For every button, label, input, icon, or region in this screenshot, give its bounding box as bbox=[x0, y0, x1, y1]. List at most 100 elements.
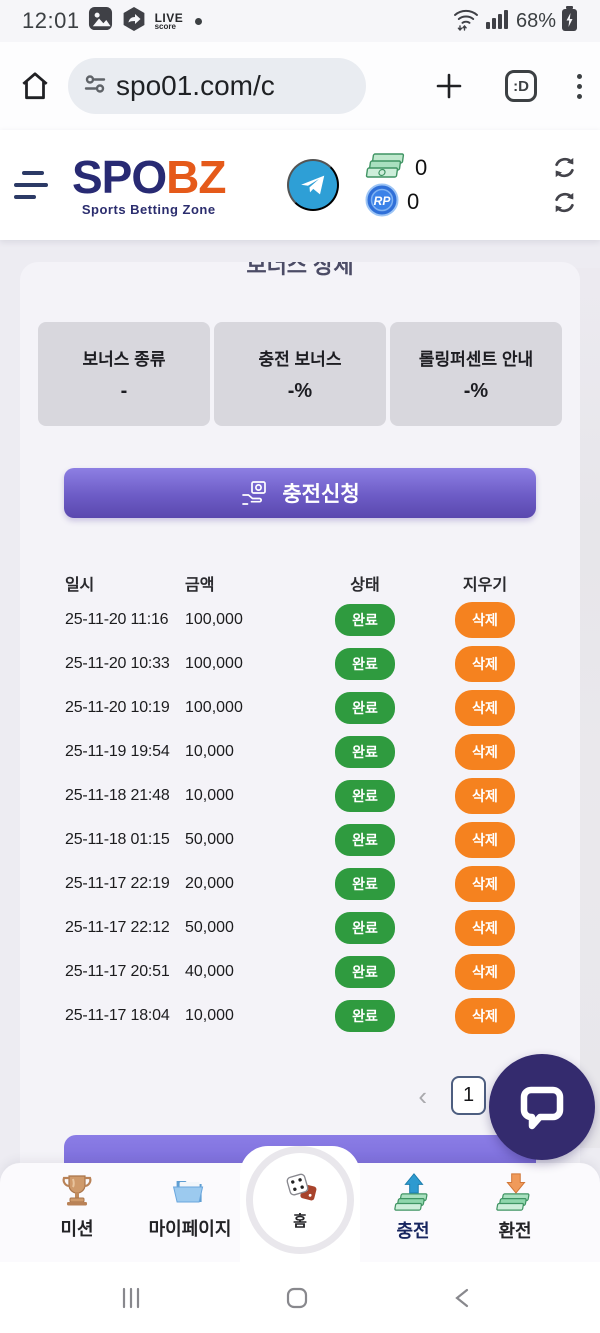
refresh-rp-button[interactable] bbox=[551, 189, 578, 216]
folder-icon bbox=[170, 1171, 210, 1211]
telegram-plane-icon bbox=[301, 175, 325, 195]
delete-button[interactable]: 삭제 bbox=[455, 910, 515, 946]
cash-balance-value: 0 bbox=[415, 155, 428, 180]
delete-button[interactable]: 삭제 bbox=[455, 954, 515, 990]
row-datetime: 25-11-17 22:19 bbox=[65, 875, 170, 892]
delete-button[interactable]: 삭제 bbox=[455, 646, 515, 682]
row-datetime: 25-11-19 19:54 bbox=[65, 743, 170, 760]
svg-text:RP: RP bbox=[374, 194, 392, 208]
status-badge: 완료 bbox=[335, 868, 395, 900]
deposit-request-label: 충전신청 bbox=[282, 483, 360, 506]
nav-item-mission[interactable]: 미션 bbox=[57, 1171, 97, 1241]
status-badge: 완료 bbox=[335, 692, 395, 724]
rp-balance-row: RP 0 bbox=[365, 183, 431, 218]
nav-item-mypage[interactable]: 마이페이지 bbox=[149, 1171, 231, 1241]
android-recents-button[interactable] bbox=[115, 1282, 147, 1314]
rolling-percent-label: 롤링퍼센트 안내 bbox=[418, 350, 534, 369]
livescore-notification-icon: LIVE score bbox=[154, 10, 184, 31]
delete-button[interactable]: 삭제 bbox=[455, 822, 515, 858]
deposit-history: 일시 금액 상태 지우기 25-11-20 11:16 100,000 완료 삭… bbox=[20, 568, 580, 1115]
col-header-status: 상태 bbox=[350, 577, 380, 594]
cash-up-icon bbox=[392, 1171, 434, 1213]
row-datetime: 25-11-20 11:16 bbox=[65, 611, 169, 628]
new-tab-button[interactable] bbox=[433, 70, 465, 102]
pagination-page-1[interactable]: 1 bbox=[451, 1076, 486, 1115]
nav-item-deposit[interactable]: 충전 bbox=[392, 1171, 434, 1243]
row-amount: 20,000 bbox=[185, 875, 234, 892]
table-row: 25-11-19 19:54 10,000 완료 삭제 bbox=[20, 730, 580, 774]
nav-item-home[interactable]: 홈 bbox=[246, 1146, 354, 1254]
bonus-info-row: 보너스 종류 - 충전 보너스 -% 롤링퍼센트 안내 -% bbox=[20, 322, 580, 426]
pagination-prev-button[interactable]: ‹ bbox=[418, 1080, 427, 1111]
telegram-button[interactable] bbox=[287, 159, 339, 211]
android-back-button[interactable] bbox=[448, 1282, 478, 1314]
row-datetime: 25-11-17 22:12 bbox=[65, 919, 170, 936]
notification-dot-icon bbox=[195, 17, 203, 25]
refresh-cash-button[interactable] bbox=[551, 154, 578, 181]
browser-menu-button[interactable] bbox=[577, 73, 582, 99]
nav-deposit-label: 충전 bbox=[396, 1221, 430, 1241]
nav-mission-label: 미션 bbox=[60, 1219, 94, 1239]
row-amount: 100,000 bbox=[185, 655, 243, 672]
photo-notification-icon bbox=[88, 6, 113, 36]
delete-button[interactable]: 삭제 bbox=[455, 866, 515, 902]
cash-down-icon bbox=[494, 1171, 536, 1213]
logo-text-primary: SPO bbox=[72, 150, 167, 203]
row-datetime: 25-11-20 10:33 bbox=[65, 655, 170, 672]
dice-icon bbox=[281, 1169, 319, 1207]
delete-button[interactable]: 삭제 bbox=[455, 690, 515, 726]
delete-button[interactable]: 삭제 bbox=[455, 602, 515, 638]
hamburger-menu-button[interactable] bbox=[14, 171, 54, 199]
battery-percent: 68% bbox=[515, 9, 556, 32]
tab-switcher-button[interactable]: :D bbox=[505, 70, 537, 102]
row-amount: 10,000 bbox=[185, 787, 234, 804]
refresh-icon bbox=[555, 157, 574, 178]
status-badge: 완료 bbox=[335, 648, 395, 680]
site-logo[interactable]: SPOBZ Sports Betting Zone bbox=[72, 150, 226, 217]
url-bar[interactable]: spo01.com/c bbox=[68, 58, 366, 114]
signal-strength-icon bbox=[485, 8, 511, 35]
col-header-delete: 지우기 bbox=[462, 577, 508, 594]
deposit-bonus-label: 충전 보너스 bbox=[258, 350, 342, 369]
card-heading-clip: 보너스 상세 bbox=[20, 262, 580, 276]
rolling-percent-value: -% bbox=[463, 380, 489, 402]
android-home-button[interactable] bbox=[281, 1282, 313, 1314]
tab-count-badge: :D bbox=[505, 70, 537, 102]
logo-text-secondary: BZ bbox=[166, 150, 226, 203]
row-datetime: 25-11-18 01:15 bbox=[65, 831, 170, 848]
page-title: 보너스 상세 bbox=[246, 262, 354, 276]
rolling-percent-box: 롤링퍼센트 안내 -% bbox=[390, 322, 562, 426]
android-navigation-bar bbox=[0, 1262, 600, 1333]
row-datetime: 25-11-17 18:04 bbox=[65, 1007, 170, 1024]
url-text[interactable]: spo01.com/c bbox=[116, 70, 275, 101]
site-header: SPOBZ Sports Betting Zone 0 RP 0 bbox=[0, 130, 600, 240]
row-amount: 100,000 bbox=[185, 611, 243, 628]
deposit-bonus-box: 충전 보너스 -% bbox=[214, 322, 386, 426]
trophy-icon bbox=[57, 1171, 97, 1211]
browser-home-button[interactable] bbox=[18, 69, 52, 103]
row-amount: 50,000 bbox=[185, 831, 234, 848]
chat-fab-button[interactable] bbox=[489, 1054, 595, 1160]
table-row: 25-11-20 11:16 100,000 완료 삭제 bbox=[20, 598, 580, 642]
share-notification-icon bbox=[121, 6, 147, 37]
delete-button[interactable]: 삭제 bbox=[455, 998, 515, 1034]
wifi-icon bbox=[452, 7, 480, 36]
nav-home-label: 홈 bbox=[293, 1213, 307, 1230]
delete-button[interactable]: 삭제 bbox=[455, 734, 515, 770]
rp-coin-icon: RP bbox=[365, 183, 399, 222]
status-badge: 완료 bbox=[335, 780, 395, 812]
delete-button[interactable]: 삭제 bbox=[455, 778, 515, 814]
bottom-navigation: 홈 미션 bbox=[0, 1146, 600, 1262]
cash-stack-icon bbox=[365, 151, 407, 186]
deposit-page-card: 보너스 상세 보너스 종류 - 충전 보너스 -% 롤링퍼센트 안내 -% 충전… bbox=[20, 262, 580, 1192]
nav-item-withdraw[interactable]: 환전 bbox=[494, 1171, 536, 1243]
row-amount: 40,000 bbox=[185, 963, 234, 980]
deposit-request-button[interactable]: 충전신청 bbox=[64, 468, 536, 518]
status-badge: 완료 bbox=[335, 604, 395, 636]
history-header-row: 일시 금액 상태 지우기 bbox=[20, 568, 580, 598]
site-settings-icon[interactable] bbox=[82, 71, 108, 102]
clock: 12:01 bbox=[22, 8, 80, 33]
table-row: 25-11-20 10:33 100,000 완료 삭제 bbox=[20, 642, 580, 686]
table-row: 25-11-20 10:19 100,000 완료 삭제 bbox=[20, 686, 580, 730]
table-row: 25-11-17 22:19 20,000 완료 삭제 bbox=[20, 862, 580, 906]
